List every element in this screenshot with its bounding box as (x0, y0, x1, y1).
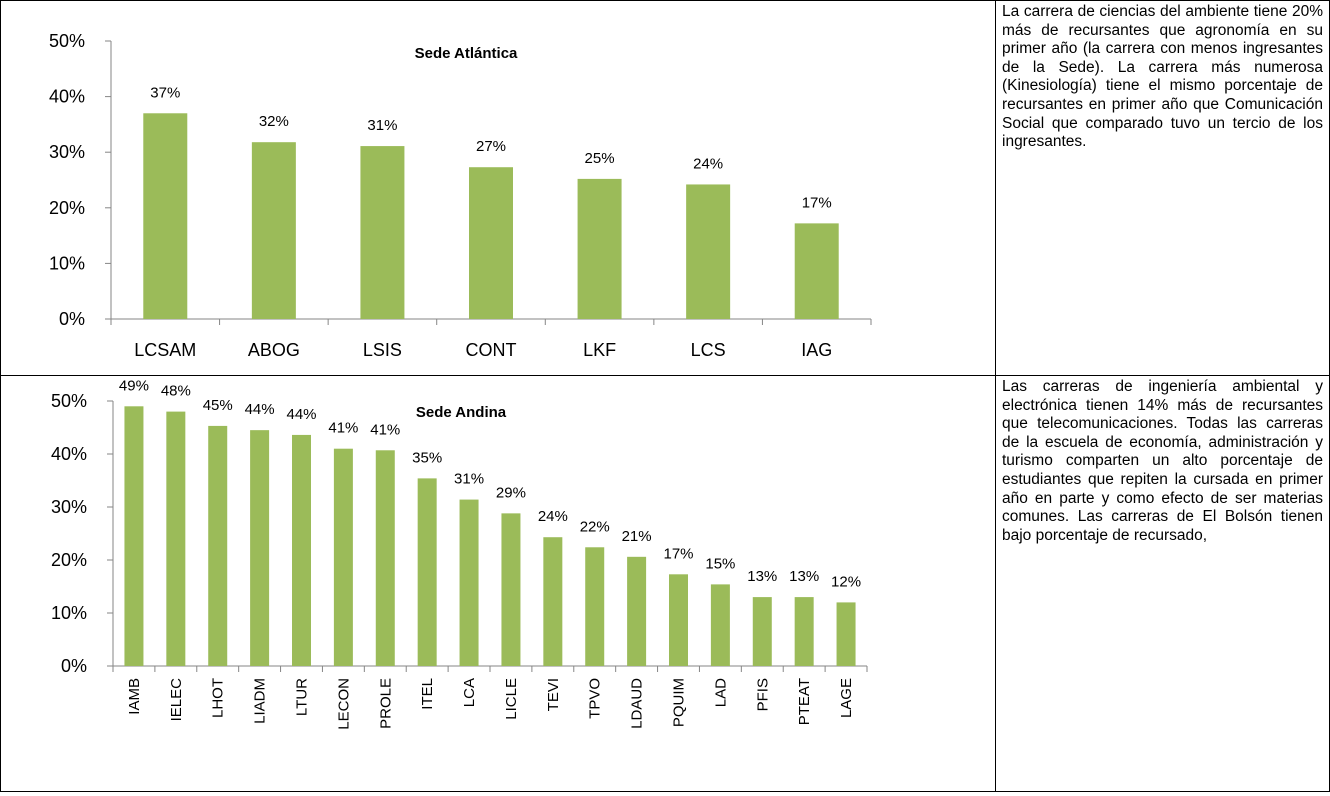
data-label: 13% (747, 568, 777, 585)
bar (686, 184, 731, 319)
bar (333, 448, 353, 666)
data-label: 48% (161, 383, 191, 400)
data-label: 35% (412, 449, 442, 466)
data-label: 44% (245, 401, 275, 418)
bar (250, 430, 270, 666)
bar (577, 178, 622, 319)
chart: Sede Atlántica 0% 10% 20% 30% 40% 50% 37% LCSAM 3… (49, 31, 872, 360)
bar (710, 584, 730, 666)
data-label: 41% (370, 421, 400, 438)
chart: Sede Andina 0% 10% 20% 30% 40% 50% 49% IAMB 48% IE… (51, 377, 868, 730)
chart-title: Sede Andina (416, 404, 507, 421)
y-tick-label: 30% (51, 497, 87, 517)
y-tick-label: 40% (51, 444, 87, 464)
bar (251, 142, 296, 319)
data-label: 27% (476, 138, 506, 155)
bar (459, 499, 479, 666)
y-tick-label: 40% (49, 87, 85, 107)
x-tick-label: PQUIM (671, 678, 688, 727)
bar (208, 425, 228, 666)
x-tick-label: IAG (801, 340, 832, 360)
x-tick-label: TEVI (545, 678, 562, 711)
data-label: 24% (693, 155, 723, 172)
bar (836, 602, 856, 666)
data-label: 44% (286, 406, 316, 423)
y-tick-label: 30% (49, 142, 85, 162)
bar (501, 513, 521, 666)
data-label: 17% (663, 545, 693, 562)
x-tick-label: LAGE (838, 678, 855, 718)
x-tick-label: LECON (335, 678, 352, 730)
bar (794, 223, 839, 319)
y-tick-label: 10% (49, 253, 85, 273)
x-tick-label: LTUR (294, 678, 311, 716)
bar (469, 167, 513, 319)
y-tick-label: 50% (49, 31, 85, 51)
data-label: 12% (831, 573, 861, 590)
bar (124, 406, 144, 666)
bar (627, 556, 647, 666)
chart-title: Sede Atlántica (415, 45, 518, 62)
bar (292, 434, 311, 666)
data-label: 31% (454, 471, 484, 488)
bar (143, 113, 188, 319)
data-label: 13% (789, 568, 819, 585)
x-tick-label: LHOT (210, 678, 227, 718)
bar (417, 478, 437, 666)
bar (752, 597, 772, 666)
chart-cell: Sede Andina 0% 10% 20% 30% 40% 50% 49% IAMB 48% IE… (0, 375, 996, 792)
x-tick-label: ABOG (248, 340, 300, 360)
x-tick-label: IELEC (168, 678, 185, 722)
data-label: 15% (705, 555, 735, 572)
y-tick-label: 20% (51, 550, 87, 570)
note: Las carreras de ingeniería ambiental y e… (995, 375, 1330, 792)
data-label: 22% (580, 518, 610, 535)
y-tick-label: 50% (51, 391, 87, 411)
data-label: 25% (585, 150, 615, 167)
x-tick-label: LKF (583, 340, 616, 360)
x-tick-label: LCS (691, 340, 726, 360)
bar (360, 146, 405, 319)
x-tick-label: LCA (461, 678, 478, 707)
bar (669, 574, 688, 666)
data-label: 49% (119, 377, 149, 394)
data-label: 17% (802, 194, 832, 211)
y-tick-label: 0% (61, 656, 87, 676)
x-tick-label: LAD (712, 678, 729, 707)
bar (375, 450, 395, 666)
data-label: 29% (496, 484, 526, 501)
y-tick-label: 20% (49, 198, 85, 218)
x-tick-label: LICLE (503, 678, 520, 720)
y-tick-label: 0% (59, 309, 85, 329)
note: La carrera de ciencias del ambiente tien… (995, 0, 1330, 376)
bar (166, 411, 186, 666)
x-tick-label: PFIS (754, 678, 771, 711)
chart-cell: Sede Atlántica 0% 10% 20% 30% 40% 50% 37% LCSAM 3… (0, 0, 996, 376)
bar (543, 537, 563, 666)
x-tick-label: ITEL (419, 678, 436, 710)
data-label: 37% (150, 84, 180, 101)
x-tick-label: LCSAM (134, 340, 196, 360)
data-label: 45% (203, 397, 233, 414)
data-label: 32% (259, 113, 289, 130)
x-tick-label: PROLE (377, 678, 394, 729)
x-tick-label: LSIS (363, 340, 402, 360)
bar (585, 547, 605, 666)
x-tick-label: LIADM (252, 678, 269, 724)
data-label: 21% (622, 528, 652, 545)
x-tick-label: TPVO (587, 678, 604, 719)
bar (794, 597, 814, 666)
x-tick-label: CONT (466, 340, 517, 360)
data-label: 24% (538, 508, 568, 525)
y-tick-label: 10% (51, 603, 87, 623)
x-tick-label: PTEAT (796, 678, 813, 725)
data-label: 31% (367, 117, 397, 134)
data-label: 41% (328, 420, 358, 437)
x-tick-label: LDAUD (629, 678, 646, 729)
x-tick-label: IAMB (126, 678, 143, 715)
